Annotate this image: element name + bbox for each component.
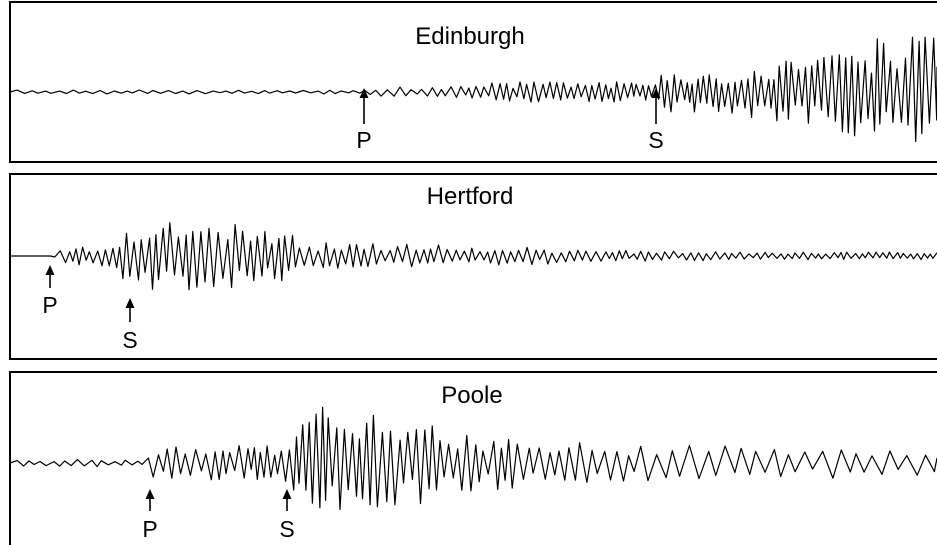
poole-p-arrow-icon (145, 489, 155, 511)
edinburgh-p-marker-label: P (356, 127, 371, 153)
panel-hertford: Hertford P S (9, 173, 937, 360)
edinburgh-p-arrow-icon (359, 88, 369, 124)
poole-seismic-trace (9, 406, 937, 511)
panel-edinburgh-title: Edinburgh (415, 23, 524, 50)
edinburgh-s-marker-label: S (648, 127, 663, 153)
panel-poole-title: Poole (441, 382, 502, 409)
hertford-s-marker-label: S (122, 327, 137, 353)
poole-s-arrow-icon (282, 489, 292, 511)
hertford-p-arrow-icon (45, 265, 55, 288)
panel-hertford-title: Hertford (427, 183, 514, 210)
hertford-s-arrow-icon (125, 298, 135, 322)
hertford-seismic-trace (10, 222, 937, 291)
edinburgh-s-arrow-icon (651, 88, 661, 124)
hertford-p-marker-label: P (42, 292, 57, 318)
panel-hertford-frame (9, 173, 937, 360)
panel-poole: Poole P S (9, 371, 937, 545)
panel-edinburgh: Edinburgh P S (9, 1, 937, 163)
poole-s-marker-label: S (279, 516, 294, 542)
panel-edinburgh-frame (9, 1, 937, 163)
poole-p-marker-label: P (142, 516, 157, 542)
edinburgh-seismic-trace (9, 36, 937, 143)
panel-poole-frame (9, 371, 937, 545)
